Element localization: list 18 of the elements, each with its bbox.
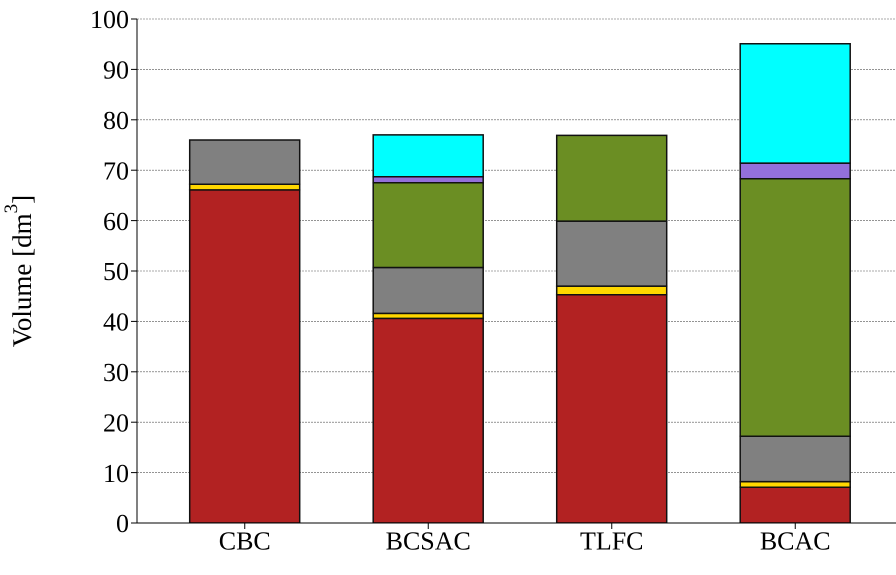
x-tick-label: TLFC [580,526,644,556]
y-tick-label: 10 [103,458,129,488]
x-tick-label: BCAC [760,526,831,556]
y-tick-label: 90 [103,56,129,85]
y-tick-label: 100 [90,5,129,34]
y-tick-label: 70 [103,156,129,186]
y-tick-label: 60 [103,206,129,236]
y-tick-label: 20 [103,408,129,438]
bar [372,318,484,523]
y-tick-label: 80 [103,106,129,136]
x-tick-label: BCSAC [386,526,471,556]
y-tick-label: 30 [103,358,129,388]
y-tick-label: 40 [103,308,129,337]
y-tick-label: 50 [103,257,129,286]
bar [188,189,300,523]
x-tick-label: CBC [218,526,271,556]
bar [739,486,851,523]
y-tick-label: 0 [116,509,129,538]
